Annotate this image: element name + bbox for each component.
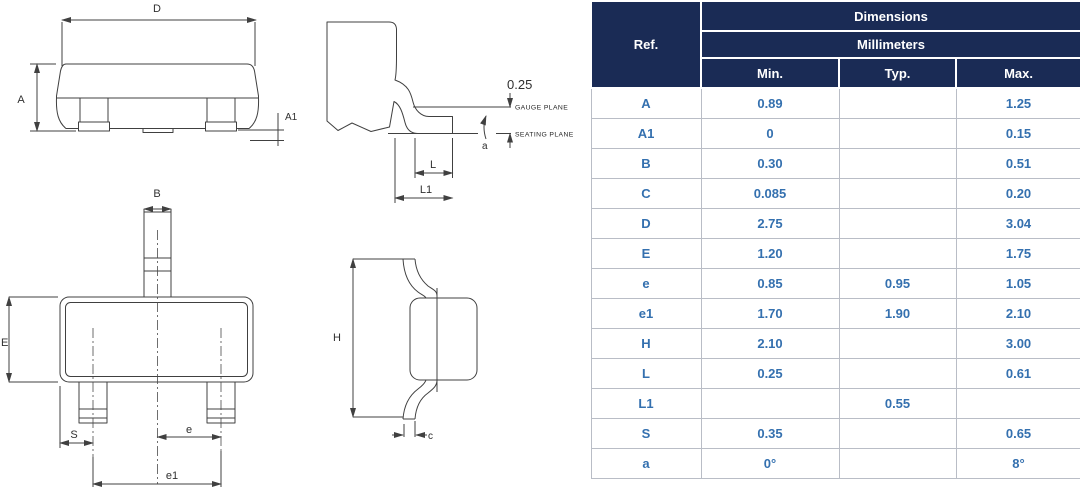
dim-label-s: S [70,429,77,441]
dim-label-e: e [186,424,192,436]
ref-cell: B [590,147,702,179]
typ-cell: 1.90 [838,297,957,329]
ref-cell: S [590,417,702,449]
max-cell: 0.65 [955,417,1080,449]
max-cell: 8° [955,447,1080,479]
ref-cell: A [590,87,702,119]
front-view-drawing: D A A1 [17,3,298,146]
dim-label-e1: e1 [166,470,178,482]
dim-label-d: D [153,3,161,15]
min-cell [700,387,840,419]
header-millimeters: Millimeters [699,30,1080,59]
table-row: H 2.10 3.00 [590,327,1080,359]
min-cell: 0.085 [700,177,840,209]
table-row: C 0.085 0.20 [590,177,1080,209]
max-cell: 1.25 [955,87,1080,119]
min-cell: 2.75 [700,207,840,239]
dimension-table-body: A 0.89 1.25 A1 0 0.15 B 0.30 0.51 C 0.08… [590,87,1080,479]
table-row: D 2.75 3.04 [590,207,1080,239]
table-row: S 0.35 0.65 [590,417,1080,449]
dim-label-h: H [333,332,341,344]
ref-cell: e [590,267,702,299]
typ-cell [838,177,957,209]
min-cell: 2.10 [700,327,840,359]
header-dimensions: Dimensions [699,0,1080,32]
typ-cell [838,207,957,239]
max-cell: 1.05 [955,267,1080,299]
header-min: Min. [700,57,840,89]
typ-cell [838,357,957,389]
typ-cell [838,447,957,479]
header-ref: Ref. [590,0,702,89]
typ-cell [838,327,957,359]
max-cell [955,387,1080,419]
min-cell: 0.30 [700,147,840,179]
table-row: E 1.20 1.75 [590,237,1080,269]
gauge-plane-label: GAUGE PLANE [515,105,568,112]
typ-cell: 0.55 [838,387,957,419]
ref-cell: A1 [590,117,702,149]
typ-cell: 0.95 [838,267,957,299]
typ-cell [838,417,957,449]
seating-plane-label: SEATING PLANE [515,132,574,139]
ref-cell: L1 [590,387,702,419]
max-cell: 2.10 [955,297,1080,329]
min-cell: 1.20 [700,237,840,269]
typ-cell [838,237,957,269]
max-cell: 3.00 [955,327,1080,359]
max-cell: 0.15 [955,117,1080,149]
table-row: A 0.89 1.25 [590,87,1080,119]
lead-detail-drawing: GAUGE PLANE SEATING PLANE 0.25 a L L1 [326,21,574,203]
dim-label-b: B [153,188,160,200]
dim-label-c: c [428,431,433,442]
max-cell: 1.75 [955,237,1080,269]
ref-cell: L [590,357,702,389]
min-cell: 0.89 [700,87,840,119]
table-row: A1 0 0.15 [590,117,1080,149]
typ-cell [838,147,957,179]
min-cell: 1.70 [700,297,840,329]
table-row: e1 1.70 1.90 2.10 [590,297,1080,329]
min-cell: 0 [700,117,840,149]
ref-cell: E [590,237,702,269]
table-header: Ref. Dimensions Millimeters Min. Typ. Ma… [590,0,1080,89]
table-row: a 0° 8° [590,447,1080,479]
dimensions-table-panel: Ref. Dimensions Millimeters Min. Typ. Ma… [590,0,1080,487]
typ-cell [838,87,957,119]
dim-label-l: L [430,159,436,171]
dim-label-025: 0.25 [507,77,532,92]
ref-cell: D [590,207,702,239]
top-view-drawing: B E S [1,188,254,487]
dim-label-angle: a [482,141,488,152]
header-max: Max. [954,57,1080,89]
header-typ: Typ. [838,57,957,89]
ref-cell: e1 [590,297,702,329]
min-cell: 0° [700,447,840,479]
dim-label-e-body: E [1,337,8,349]
table-row: e 0.85 0.95 1.05 [590,267,1080,299]
table-row: L1 0.55 [590,387,1080,419]
table-row: B 0.30 0.51 [590,147,1080,179]
max-cell: 0.61 [955,357,1080,389]
drawing-panel: D A A1 [1,3,574,487]
max-cell: 3.04 [955,207,1080,239]
max-cell: 0.20 [955,177,1080,209]
ref-cell: C [590,177,702,209]
dim-label-a: A [17,94,25,106]
min-cell: 0.85 [700,267,840,299]
typ-cell [838,117,957,149]
min-cell: 0.25 [700,357,840,389]
side-view-drawing: H c [333,258,478,442]
min-cell: 0.35 [700,417,840,449]
table-row: L 0.25 0.61 [590,357,1080,389]
ref-cell: H [590,327,702,359]
ref-cell: a [590,447,702,479]
dim-label-a1: A1 [285,112,298,123]
dimensions-table: Ref. Dimensions Millimeters Min. Typ. Ma… [590,0,1080,479]
max-cell: 0.51 [955,147,1080,179]
dim-label-l1: L1 [420,184,432,196]
